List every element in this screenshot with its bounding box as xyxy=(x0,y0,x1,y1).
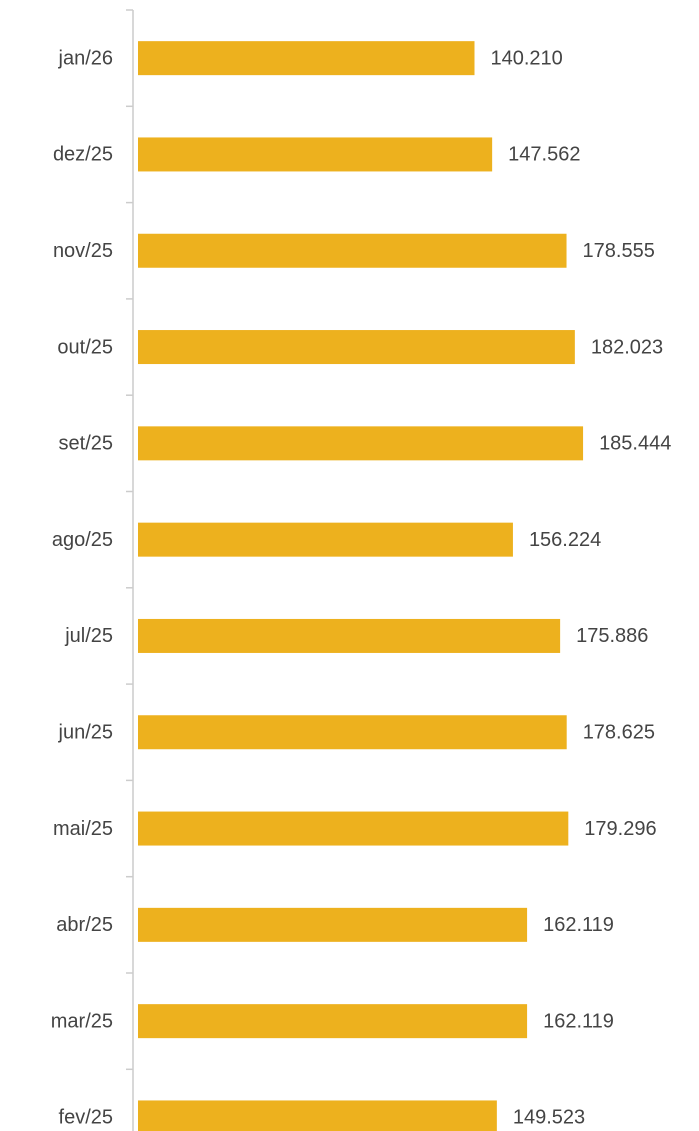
category-label: mar/25 xyxy=(51,1010,113,1032)
bar xyxy=(138,41,475,76)
value-label: 149.523 xyxy=(513,1107,585,1129)
value-label: 185.444 xyxy=(599,433,671,455)
bar xyxy=(138,811,569,846)
bar xyxy=(138,426,584,461)
bar xyxy=(138,1004,528,1039)
value-label: 147.562 xyxy=(508,144,580,166)
category-label: ago/25 xyxy=(52,529,113,551)
bar xyxy=(138,522,513,557)
category-label: dez/25 xyxy=(53,144,113,166)
bar xyxy=(138,907,528,942)
bar xyxy=(138,330,575,365)
category-label: out/25 xyxy=(57,336,113,358)
value-label: 178.555 xyxy=(583,240,655,262)
category-label: fev/25 xyxy=(59,1107,113,1129)
value-label: 162.119 xyxy=(543,914,614,936)
category-label: jan/26 xyxy=(58,47,114,69)
bar xyxy=(138,618,561,653)
category-label: jun/25 xyxy=(58,722,114,744)
category-label: set/25 xyxy=(59,433,113,455)
bar xyxy=(138,1100,497,1131)
bar xyxy=(138,137,493,172)
bar xyxy=(138,233,567,268)
category-label: mai/25 xyxy=(53,818,113,840)
bar xyxy=(138,715,567,750)
category-label: jul/25 xyxy=(64,625,113,647)
value-label: 140.210 xyxy=(491,47,563,69)
value-label: 156.224 xyxy=(529,529,601,551)
category-label: nov/25 xyxy=(53,240,113,262)
value-label: 182.023 xyxy=(591,336,663,358)
value-label: 178.625 xyxy=(583,722,655,744)
category-label: abr/25 xyxy=(56,914,113,936)
value-label: 179.296 xyxy=(584,818,656,840)
value-label: 162.119 xyxy=(543,1010,614,1032)
value-label: 175.886 xyxy=(576,625,648,647)
